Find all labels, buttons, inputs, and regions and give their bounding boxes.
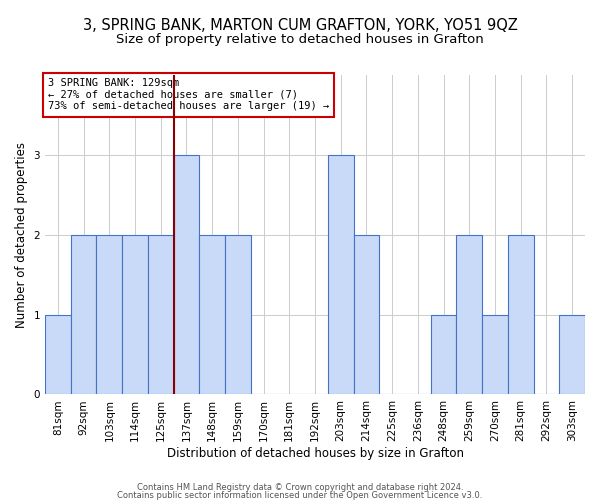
Bar: [97, 234, 122, 394]
Bar: [508, 234, 533, 394]
Bar: [173, 155, 199, 394]
Text: 3, SPRING BANK, MARTON CUM GRAFTON, YORK, YO51 9QZ: 3, SPRING BANK, MARTON CUM GRAFTON, YORK…: [83, 18, 517, 32]
Y-axis label: Number of detached properties: Number of detached properties: [15, 142, 28, 328]
Text: Size of property relative to detached houses in Grafton: Size of property relative to detached ho…: [116, 32, 484, 46]
Text: 3 SPRING BANK: 129sqm
← 27% of detached houses are smaller (7)
73% of semi-detac: 3 SPRING BANK: 129sqm ← 27% of detached …: [48, 78, 329, 112]
Bar: [122, 234, 148, 394]
X-axis label: Distribution of detached houses by size in Grafton: Distribution of detached houses by size …: [167, 447, 464, 460]
Bar: [457, 234, 482, 394]
Bar: [559, 314, 585, 394]
Bar: [225, 234, 251, 394]
Bar: [353, 234, 379, 394]
Text: Contains public sector information licensed under the Open Government Licence v3: Contains public sector information licen…: [118, 490, 482, 500]
Bar: [482, 314, 508, 394]
Bar: [328, 155, 353, 394]
Bar: [71, 234, 97, 394]
Bar: [45, 314, 71, 394]
Bar: [199, 234, 225, 394]
Text: Contains HM Land Registry data © Crown copyright and database right 2024.: Contains HM Land Registry data © Crown c…: [137, 483, 463, 492]
Bar: [431, 314, 457, 394]
Bar: [148, 234, 173, 394]
